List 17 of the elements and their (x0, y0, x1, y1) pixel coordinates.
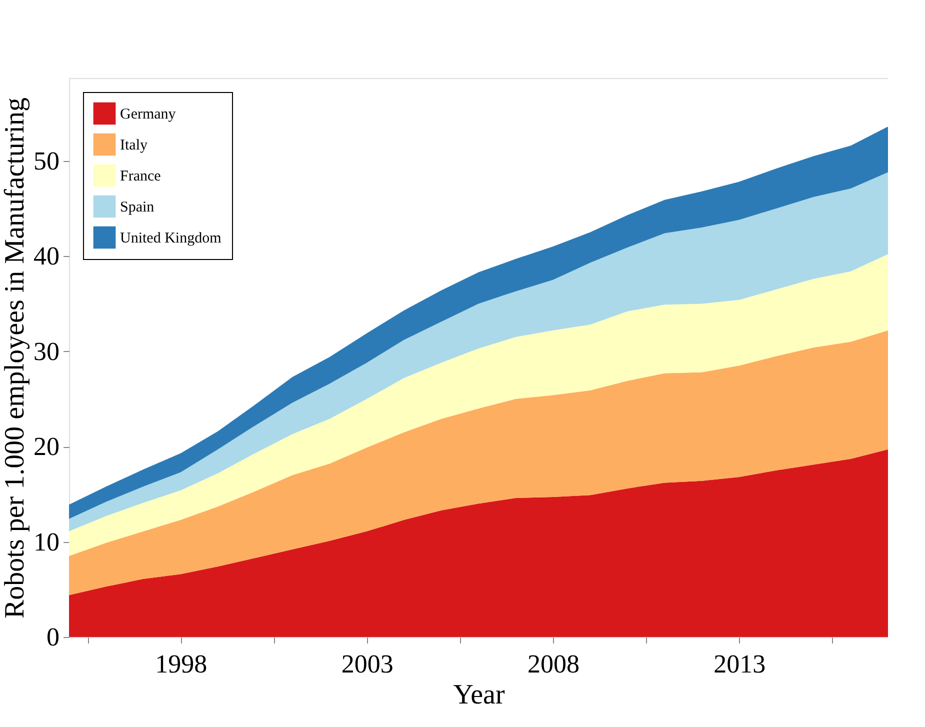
y-tick-label: 30 (34, 336, 60, 366)
x-tick-label: 2008 (527, 650, 580, 678)
x-tick-label: 2003 (341, 650, 394, 678)
y-tick-label: 10 (34, 527, 60, 556)
legend-label: France (120, 168, 162, 184)
legend-label: United Kingdom (120, 230, 222, 246)
y-tick-label: 50 (34, 146, 60, 176)
y-axis-title: Robots per 1.000 employees in Manufacturing (0, 97, 30, 619)
legend-label: Germany (120, 106, 176, 122)
legend-label: Spain (120, 200, 155, 216)
y-tick-label: 0 (46, 622, 60, 652)
x-tick-label: 2013 (714, 650, 766, 678)
y-tick-label: 20 (34, 432, 60, 462)
x-axis-title: Year (453, 680, 506, 710)
y-tick-label: 40 (34, 242, 60, 271)
x-tick-label: 1998 (155, 650, 208, 678)
legend-label: Italy (120, 138, 148, 154)
